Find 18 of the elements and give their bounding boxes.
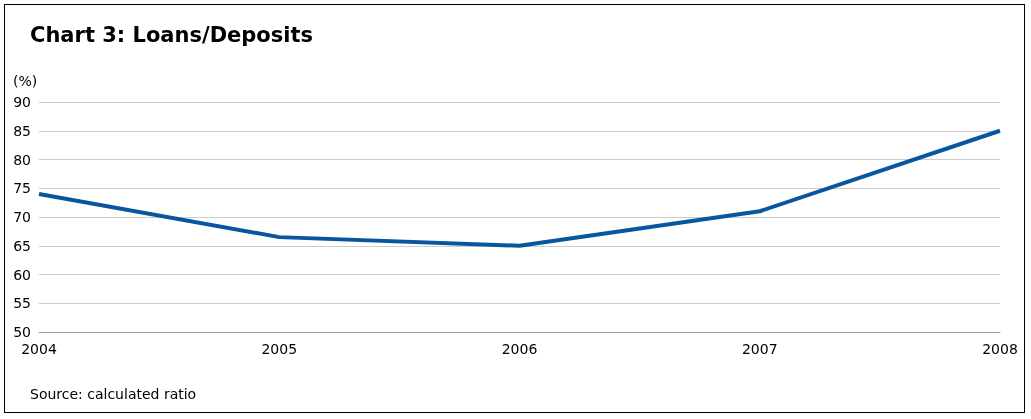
x-tick-label: 2008 [982, 341, 1018, 357]
x-tick-label: 2005 [261, 341, 298, 357]
y-tick-label: 65 [13, 237, 31, 254]
y-tick-label: 75 [13, 180, 31, 197]
y-axis-title: (%) [13, 73, 38, 89]
source-note: Source: calculated ratio [30, 386, 197, 402]
x-tick-label: 2006 [501, 341, 538, 357]
y-tick-label: 70 [13, 209, 31, 225]
y-tick-label: 50 [13, 324, 31, 340]
x-tick-label: 2007 [741, 341, 778, 357]
line-series [37, 128, 1002, 248]
y-tick-label: 80 [13, 151, 31, 168]
chart-title: Chart 3: Loans/Deposits [30, 22, 314, 47]
y-tick-label: 55 [13, 295, 31, 312]
y-tick-label: 90 [13, 94, 31, 110]
y-tick-label: 60 [13, 266, 31, 283]
y-tick-label: 85 [13, 122, 31, 139]
x-tick-label: 2004 [21, 341, 57, 357]
